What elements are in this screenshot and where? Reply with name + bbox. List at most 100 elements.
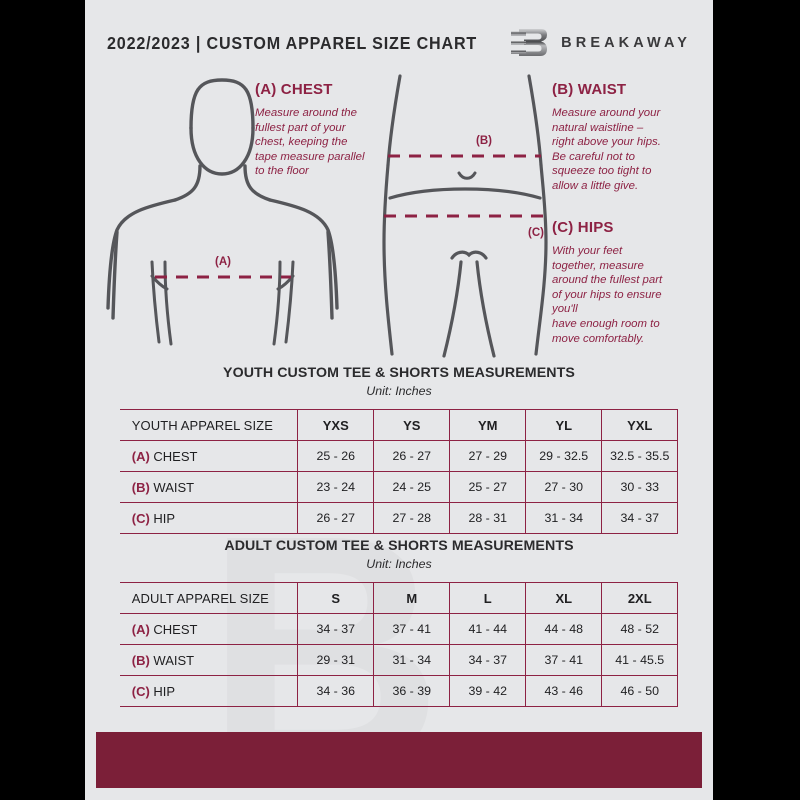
youth-table-unit: Unit: Inches <box>366 384 432 398</box>
hip-measure-label: (C) <box>528 227 544 239</box>
chest-description-block: (A) CHEST Measure around the fullest par… <box>255 81 390 179</box>
table-row: (C) HIP 26 - 27 27 - 28 28 - 31 31 - 34 34 - … <box>119 502 679 534</box>
chest-description-title: (A) CHEST <box>255 81 333 98</box>
size-header-cell: 2XL <box>601 582 679 614</box>
size-header-cell: YM <box>449 409 526 441</box>
measurement-value-cell: 29 - 32.5 <box>525 440 602 472</box>
measurement-value-cell: 25 - 27 <box>449 471 526 503</box>
measurement-name: HIP <box>149 683 176 699</box>
measurement-name: HIP <box>149 510 176 526</box>
size-header-cell: YXL <box>601 409 679 441</box>
measurement-label-cell: (A) CHEST <box>119 613 298 645</box>
measurement-value-cell: 41 - 45.5 <box>601 644 679 676</box>
size-header-cell: YXS <box>297 409 374 441</box>
table-row: (B) WAIST 29 - 31 31 - 34 34 - 37 37 - 41 41 … <box>119 644 679 676</box>
measurement-illustrations: (A) <box>85 70 713 365</box>
measurement-name: WAIST <box>149 652 195 668</box>
adult-size-section: ADULT CUSTOM TEE & SHORTS MEASUREMENTS U… <box>85 538 713 707</box>
table-header-row: YOUTH APPAREL SIZE YXS YS YM YL YXL <box>119 409 679 441</box>
table-row: (A) CHEST 34 - 37 37 - 41 41 - 44 44 - 48 48 … <box>119 613 679 645</box>
youth-table-title: YOUTH CUSTOM TEE & SHORTS MEASUREMENTS <box>223 365 575 381</box>
measurement-label-cell: (B) WAIST <box>119 644 298 676</box>
size-header-cell: M <box>373 582 450 614</box>
adult-table-title: ADULT CUSTOM TEE & SHORTS MEASUREMENTS <box>224 538 574 554</box>
youth-size-table: YOUTH APPAREL SIZE YXS YS YM YL YXL (A) CHEST… <box>119 409 679 534</box>
page-title: 2022/2023 | CUSTOM APPAREL SIZE CHART <box>107 32 478 53</box>
hips-description-text: With your feet together, measure around … <box>552 245 663 345</box>
table-row: (B) WAIST 23 - 24 24 - 25 25 - 27 27 - 30 30 … <box>119 471 679 503</box>
table-header-row: ADULT APPAREL SIZE S M L XL 2XL <box>119 582 679 614</box>
size-column-header: ADULT APPAREL SIZE <box>119 582 298 614</box>
waist-description-text: Measure around your natural waistline – … <box>552 107 661 192</box>
hips-illustration: (B) (C) <box>382 74 548 358</box>
youth-table-head: YOUTH APPAREL SIZE YXS YS YM YL YXL <box>119 409 679 441</box>
measurement-label-cell: (C) HIP <box>119 502 298 534</box>
measurement-value-cell: 26 - 27 <box>373 440 450 472</box>
table-row: (A) CHEST 25 - 26 26 - 27 27 - 29 29 - 32.5 3… <box>119 440 679 472</box>
measurement-value-cell: 25 - 26 <box>297 440 374 472</box>
measurement-value-cell: 39 - 42 <box>449 675 526 707</box>
footer-accent-bar <box>96 732 702 788</box>
measurement-value-cell: 34 - 37 <box>449 644 526 676</box>
measurement-label-cell: (B) WAIST <box>119 471 298 503</box>
measurement-value-cell: 37 - 41 <box>373 613 450 645</box>
measurement-value-cell: 46 - 50 <box>601 675 679 707</box>
measurement-value-cell: 32.5 - 35.5 <box>601 440 679 472</box>
measurement-tag: (B) <box>131 652 150 668</box>
measurement-value-cell: 43 - 46 <box>525 675 602 707</box>
brand-name: BREAKAWAY <box>561 35 691 51</box>
size-header-cell: L <box>449 582 526 614</box>
adult-size-table: ADULT APPAREL SIZE S M L XL 2XL (A) CHEST 34 -… <box>119 582 679 707</box>
chest-description-text: Measure around the fullest part of your … <box>255 107 365 178</box>
measurement-value-cell: 24 - 25 <box>373 471 450 503</box>
table-row: (C) HIP 34 - 36 36 - 39 39 - 42 43 - 46 46 - … <box>119 675 679 707</box>
size-chart-page: B 2022/2023 | CUSTOM APPAREL SIZE CHART <box>85 0 713 800</box>
measurement-value-cell: 34 - 37 <box>601 502 679 534</box>
measurement-tag: (C) <box>131 683 150 699</box>
page-header: 2022/2023 | CUSTOM APPAREL SIZE CHART <box>85 26 713 60</box>
measurement-value-cell: 41 - 44 <box>449 613 526 645</box>
size-header-cell: S <box>297 582 374 614</box>
measurement-value-cell: 29 - 31 <box>297 644 374 676</box>
measurement-value-cell: 48 - 52 <box>601 613 679 645</box>
b-monogram-icon <box>511 29 548 56</box>
hips-description-title: (C) HIPS <box>552 219 614 236</box>
torso-illustration: (A) <box>106 78 339 346</box>
measurement-name: CHEST <box>149 621 198 637</box>
size-header-cell: YS <box>373 409 450 441</box>
measurement-name: CHEST <box>149 448 198 464</box>
measurement-value-cell: 23 - 24 <box>297 471 374 503</box>
adult-table-body: (A) CHEST 34 - 37 37 - 41 41 - 44 44 - 48 48 … <box>119 613 679 707</box>
waist-measure-label: (B) <box>476 135 492 147</box>
measurement-value-cell: 26 - 27 <box>297 502 374 534</box>
measurement-value-cell: 27 - 30 <box>525 471 602 503</box>
measurement-value-cell: 34 - 37 <box>297 613 374 645</box>
measurement-value-cell: 28 - 31 <box>449 502 526 534</box>
measurement-value-cell: 36 - 39 <box>373 675 450 707</box>
measurement-tag: (C) <box>131 510 150 526</box>
brand-lockup: BREAKAWAY <box>510 26 691 60</box>
size-header-cell: XL <box>525 582 602 614</box>
waist-description-block: (B) WAIST Measure around your natural wa… <box>552 81 692 194</box>
measurement-value-cell: 27 - 29 <box>449 440 526 472</box>
measurement-value-cell: 37 - 41 <box>525 644 602 676</box>
size-header-cell: YL <box>525 409 602 441</box>
measurement-label-cell: (A) CHEST <box>119 440 298 472</box>
youth-size-section: YOUTH CUSTOM TEE & SHORTS MEASUREMENTS U… <box>85 365 713 534</box>
measurement-label-cell: (C) HIP <box>119 675 298 707</box>
measurement-tag: (B) <box>131 479 150 495</box>
hips-description-block: (C) HIPS With your feet together, measur… <box>552 219 692 346</box>
measurement-value-cell: 27 - 28 <box>373 502 450 534</box>
navel-mark <box>457 171 477 180</box>
measurement-tag: (A) <box>131 448 150 464</box>
adult-table-head: ADULT APPAREL SIZE S M L XL 2XL <box>119 582 679 614</box>
measurement-value-cell: 31 - 34 <box>525 502 602 534</box>
adult-table-unit: Unit: Inches <box>366 557 432 571</box>
chest-measure-label: (A) <box>215 256 231 268</box>
youth-table-body: (A) CHEST 25 - 26 26 - 27 27 - 29 29 - 32.5 3… <box>119 440 679 534</box>
measurement-value-cell: 34 - 36 <box>297 675 374 707</box>
measurement-value-cell: 44 - 48 <box>525 613 602 645</box>
measurement-name: WAIST <box>149 479 195 495</box>
size-column-header: YOUTH APPAREL SIZE <box>119 409 298 441</box>
